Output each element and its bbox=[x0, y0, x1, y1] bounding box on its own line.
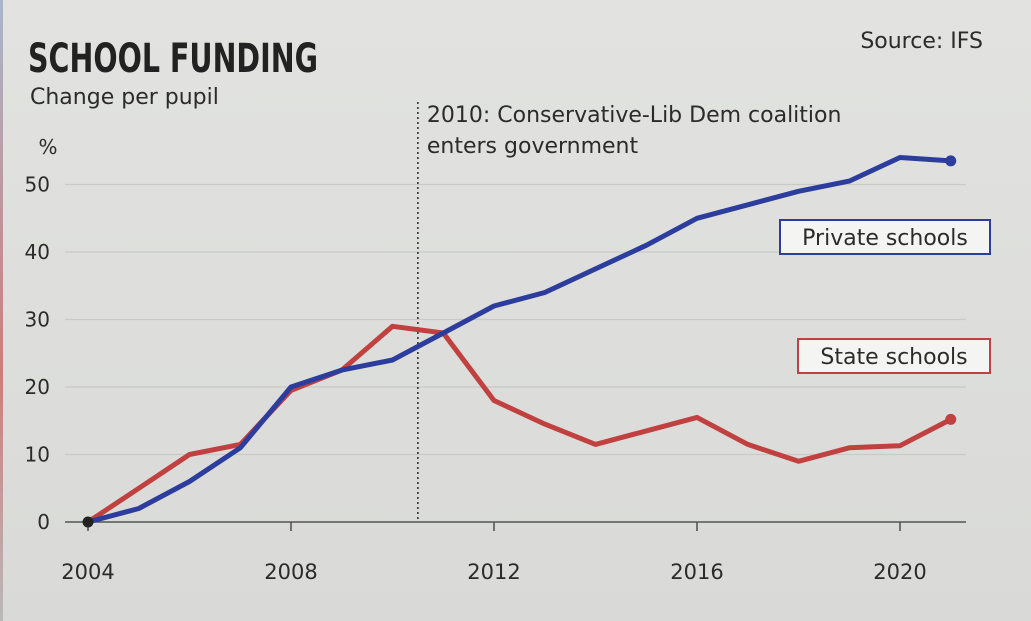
coalition-annotation: 2010: Conservative-Lib Dem coalition ente… bbox=[417, 102, 842, 522]
y-tick-label-0: 0 bbox=[37, 510, 50, 534]
series-endpoint-state-schools bbox=[945, 413, 957, 425]
legend: Private schools State schools bbox=[779, 219, 991, 374]
y-tick-label-50: 50 bbox=[25, 173, 50, 197]
chart-subtitle: Change per pupil bbox=[30, 85, 219, 110]
origin-point bbox=[82, 516, 94, 528]
annotation-text-line-1: 2010: Conservative-Lib Dem coalition bbox=[427, 103, 842, 128]
x-tick-label-2004: 2004 bbox=[61, 560, 114, 584]
chart-title: SCHOOL FUNDING bbox=[28, 36, 318, 82]
annotation-text-line-2: enters government bbox=[427, 134, 639, 159]
legend-label-state-schools: State schools bbox=[820, 345, 967, 370]
x-tick-label-2012: 2012 bbox=[467, 560, 520, 584]
y-tick-label-20: 20 bbox=[25, 375, 50, 399]
y-axis-ticks: 0 10 20 30 40 50 bbox=[25, 173, 50, 535]
x-tick-label-2016: 2016 bbox=[670, 560, 723, 584]
y-tick-label-40: 40 bbox=[25, 240, 50, 264]
y-axis-unit-label: % bbox=[38, 135, 57, 159]
series-endpoint-private-schools bbox=[945, 155, 957, 167]
series-line-private-schools bbox=[85, 155, 954, 525]
legend-box-private-schools bbox=[779, 219, 991, 255]
series-line-state-schools bbox=[85, 323, 954, 525]
y-tick-label-10: 10 bbox=[25, 443, 50, 467]
series-lines bbox=[82, 155, 957, 528]
x-axis-ticks: 2004 2008 2012 2016 2020 bbox=[61, 522, 927, 584]
x-tick-label-2020: 2020 bbox=[873, 560, 926, 584]
x-tick-label-2008: 2008 bbox=[264, 560, 317, 584]
left-edge-accent bbox=[0, 0, 3, 621]
y-tick-label-30: 30 bbox=[25, 308, 50, 332]
legend-label-private-schools: Private schools bbox=[802, 226, 968, 251]
chart-source: Source: IFS bbox=[860, 29, 983, 54]
legend-box-state-schools bbox=[797, 338, 991, 374]
